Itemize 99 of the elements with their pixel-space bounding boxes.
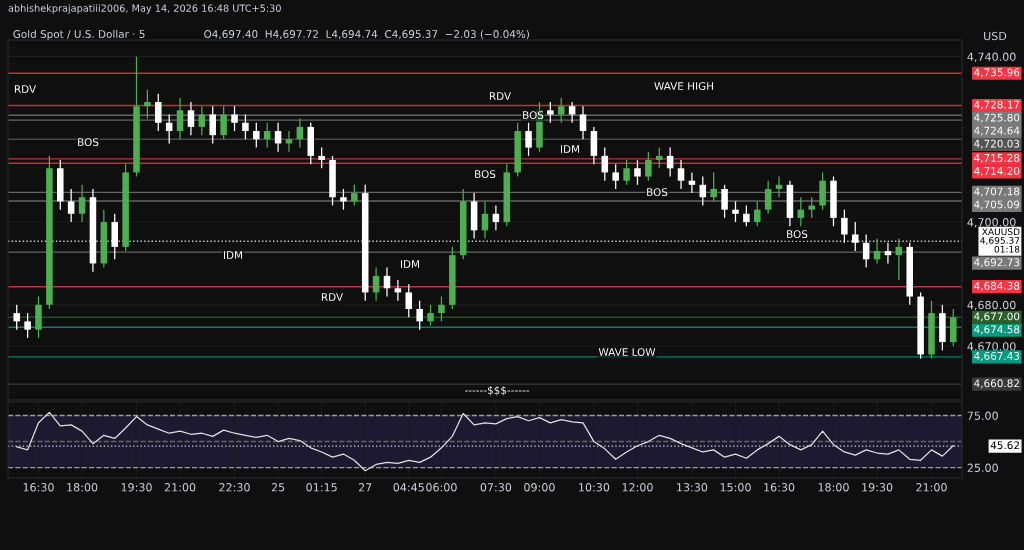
candlestick [67, 188, 75, 223]
candlestick [242, 113, 249, 140]
ref-line-label: 4,674.58 [974, 325, 1020, 335]
x-tick-label: 27 [358, 483, 372, 492]
candlestick [547, 101, 554, 124]
candlestick [710, 171, 717, 203]
annotation: BOS [523, 111, 544, 120]
ref-line-label: 4,660.82 [974, 379, 1019, 389]
x-tick-label: 07:30 [480, 483, 512, 492]
candlestick [645, 151, 652, 182]
candlestick [677, 159, 685, 190]
x-tick-label: 01:15 [306, 483, 337, 492]
candlestick [78, 184, 86, 223]
ref-line-label: 45.62 [990, 441, 1019, 450]
annotation: WAVE HIGH [654, 82, 713, 91]
y-tick-label: 4,700.00 [967, 218, 1016, 228]
ref-line-label: 4,684.38 [974, 281, 1020, 291]
candlestick [743, 204, 750, 227]
ref-line-label: 4,715.28 [974, 153, 1020, 163]
candlestick [808, 196, 815, 219]
x-tick-label: 15:00 [720, 483, 751, 492]
annotation: IDM [223, 251, 243, 259]
ref-line-label: XAUUSD 4,695.37 01:18 [980, 228, 1020, 253]
ref-line-label: 4,714.20 [974, 166, 1020, 176]
candlestick [655, 146, 663, 169]
candlestick [144, 89, 151, 120]
candlestick [557, 97, 565, 124]
annotation: RDV [489, 92, 512, 100]
annotation: IDM [400, 260, 420, 268]
x-tick-label: 16:30 [764, 483, 795, 492]
ref-line-label: 4,667.43 [974, 351, 1020, 361]
y-tick-label: 4,670.00 [967, 342, 1016, 352]
annotation: RDV [321, 293, 344, 301]
ref-line-label: 4,725.80 [974, 113, 1020, 123]
text: abhishekprajapatiii2006, May 14, 2026 16:48 UTC+5:30 [8, 4, 281, 14]
candlestick [220, 105, 227, 140]
ref-line-label: 4,705.09 [974, 200, 1020, 210]
candlestick [351, 184, 358, 207]
candlestick [209, 105, 217, 145]
candlestick [427, 304, 434, 327]
candlestick [318, 146, 325, 169]
candlestick [525, 122, 532, 157]
x-tick-label: 18:00 [67, 483, 98, 492]
candlestick [198, 105, 206, 136]
x-tick-label: 25 [271, 483, 285, 492]
legend-label: 4,724.64 [974, 126, 1020, 136]
ref-line-label: 4,735.96 [974, 68, 1020, 78]
ref-line-label: 4,692.73 [974, 258, 1020, 268]
annotation: IDM [560, 145, 580, 153]
x-tick-label: 06:00 [426, 483, 457, 492]
candlestick [764, 180, 772, 215]
chart-subtitle: O4,697.40 H4,697.72 L4,694.74 C4,695.37 −2.03 (−0.04%) [204, 29, 529, 40]
ref-line-label: 4,728.17 [974, 100, 1020, 110]
ref-line-label: 4,677.00 [974, 312, 1020, 322]
x-tick-label: 09:00 [524, 483, 555, 492]
y-tick-label: 25.00 [967, 463, 998, 472]
annotation: BOS [787, 230, 808, 239]
candlestick [438, 295, 445, 323]
candlestick [612, 163, 619, 190]
candlestick [187, 101, 195, 136]
x-tick-label: 19:30 [862, 483, 893, 492]
x-tick-label: 22:30 [219, 483, 250, 492]
candlestick [405, 283, 413, 318]
x-tick-label: 19:30 [121, 483, 152, 492]
candlestick [24, 312, 31, 339]
x-tick-label: 16:30 [23, 483, 54, 492]
candlestick [634, 159, 641, 186]
annotation: RDV [14, 85, 37, 93]
candlestick [176, 97, 184, 140]
candlestick [732, 200, 739, 223]
candlestick [753, 200, 761, 227]
candlestick [721, 184, 728, 219]
ref-line-label: 4,720.03 [974, 139, 1020, 149]
candlestick [155, 93, 162, 132]
x-tick-label: 10:30 [579, 483, 610, 492]
candlestick [340, 188, 347, 211]
y-axis-title: USD [984, 31, 1007, 41]
candlestick [623, 159, 630, 186]
x-tick-label: 21:00 [916, 483, 947, 492]
x-tick-label: 12:00 [622, 483, 653, 492]
annotation: BOS [647, 188, 668, 197]
candlestick [253, 122, 260, 149]
candlestick [416, 300, 423, 331]
annotation: BOS [475, 170, 496, 179]
annotation: WAVE LOW [598, 348, 656, 357]
x-tick-label: 13:30 [677, 483, 708, 492]
y-tick-label: 4,680.00 [967, 300, 1016, 311]
x-tick-label: 04:45 [393, 483, 424, 492]
candlestick [579, 105, 587, 140]
candlestick [231, 105, 238, 132]
x-tick-label: 18:00 [818, 483, 849, 492]
x-tick-label: 21:00 [164, 483, 196, 492]
candlestick [13, 304, 20, 331]
annotation: BOS [78, 138, 99, 147]
y-tick-label: 75.00 [967, 411, 998, 420]
chart-title: Gold Spot / U.S. Dollar · 5 [13, 29, 145, 40]
annotation: ------$$$------ [465, 385, 529, 396]
ref-line-label: 4,707.18 [974, 187, 1020, 197]
y-tick-label: 4,740.00 [967, 52, 1016, 63]
